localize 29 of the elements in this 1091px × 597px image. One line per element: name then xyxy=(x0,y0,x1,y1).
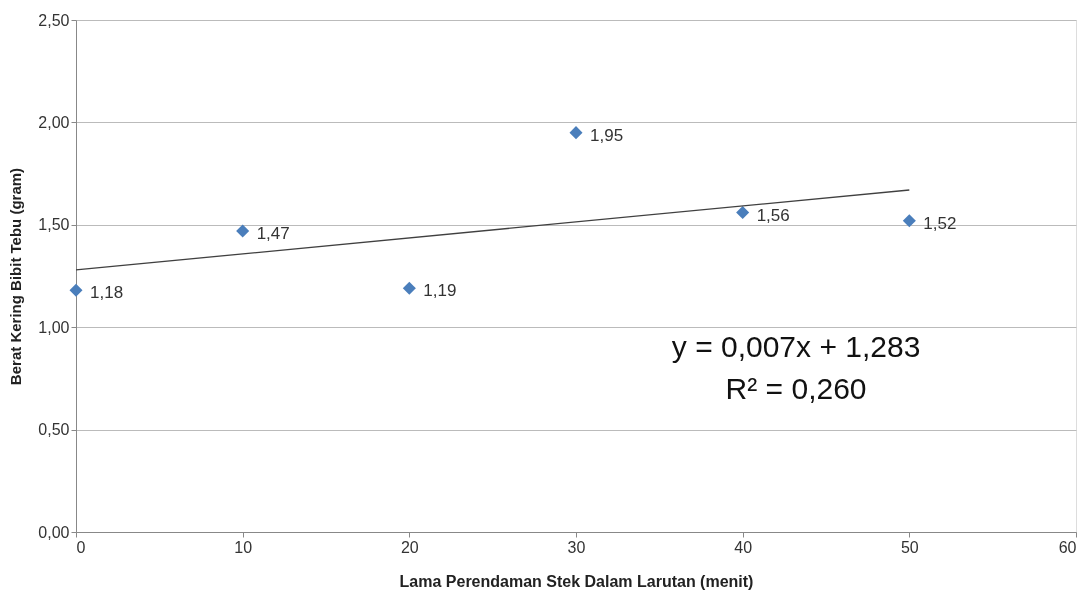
y-tick-label: 1,00 xyxy=(38,318,70,336)
y-tick-label: 0,50 xyxy=(38,421,70,439)
annotation: R² = 0,260 xyxy=(725,372,867,406)
data-label: 1,47 xyxy=(256,223,290,243)
y-tick-label: 2,00 xyxy=(38,113,70,131)
x-tick-label: 30 xyxy=(567,538,586,556)
data-label: 1,95 xyxy=(590,125,624,145)
x-tick-label: 20 xyxy=(400,538,419,556)
x-axis-title: Lama Perendaman Stek Dalam Larutan (menit) xyxy=(399,572,754,590)
point xyxy=(569,126,583,140)
x-tick-label: 50 xyxy=(900,538,919,556)
data-label: 1,19 xyxy=(423,281,457,301)
annotation: y = 0,007x + 1,283 xyxy=(671,330,921,364)
x-tick-label: 0 xyxy=(76,538,86,556)
point xyxy=(736,205,750,220)
data-label: 1,52 xyxy=(923,213,957,233)
y-axis-title: Berat Kering Bibit Tebu (gram) xyxy=(7,167,25,386)
point xyxy=(902,214,916,228)
point xyxy=(402,281,416,295)
x-tick-label: 10 xyxy=(234,538,253,556)
data-label: 1,18 xyxy=(90,283,124,303)
x-tick-label: 60 xyxy=(1058,538,1077,556)
point xyxy=(69,283,83,297)
data-label: 1,56 xyxy=(756,205,790,225)
y-tick-label: 0,00 xyxy=(38,523,70,541)
y-tick-label: 1,50 xyxy=(38,216,70,234)
x-tick-label: 40 xyxy=(734,538,753,556)
y-tick-label: 2,50 xyxy=(38,11,70,29)
point xyxy=(236,224,250,238)
